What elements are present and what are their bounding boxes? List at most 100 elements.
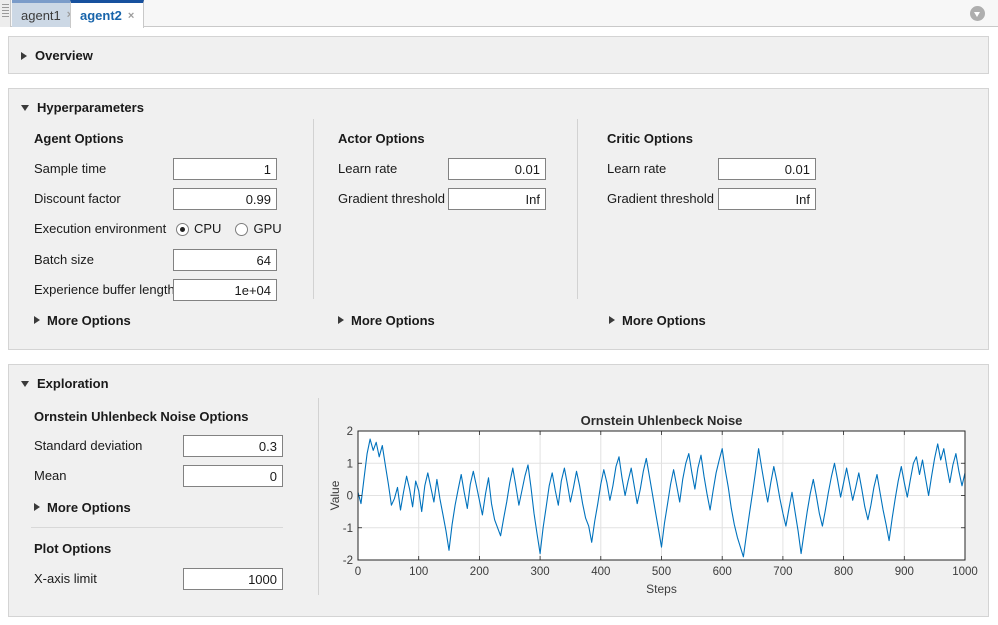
chevron-down-icon	[21, 380, 29, 387]
critic-options-heading: Critic Options	[607, 131, 693, 146]
execution-environment-radio-group: CPU GPU	[176, 218, 282, 240]
hyperparameters-title: Hyperparameters	[37, 100, 144, 115]
actor-options-heading: Actor Options	[338, 131, 425, 146]
column-divider	[313, 119, 314, 299]
critic-more-options-label: More Options	[622, 312, 706, 328]
batch-size-row: Batch size	[34, 249, 309, 271]
noise-more-options-toggle[interactable]: More Options	[34, 498, 131, 516]
radio-option-gpu[interactable]: GPU	[235, 218, 282, 240]
chevron-right-icon	[34, 316, 40, 324]
noise-options-heading: Ornstein Uhlenbeck Noise Options	[34, 409, 249, 424]
grip-icon	[2, 4, 9, 19]
x-axis-limit-label: X-axis limit	[34, 571, 97, 586]
svg-text:0: 0	[347, 491, 353, 503]
svg-text:300: 300	[531, 566, 550, 578]
discount-factor-label: Discount factor	[34, 191, 121, 206]
svg-text:Value: Value	[330, 480, 342, 510]
sample-time-input[interactable]	[173, 158, 277, 180]
mean-row: Mean	[34, 465, 294, 487]
close-icon[interactable]: ×	[127, 9, 135, 22]
svg-text:200: 200	[470, 566, 489, 578]
document-tab-bar: agent1 × agent2 ×	[0, 0, 998, 28]
actor-gradient-threshold-label: Gradient threshold	[338, 191, 445, 206]
svg-text:Ornstein Uhlenbeck Noise: Ornstein Uhlenbeck Noise	[581, 413, 743, 428]
critic-gradient-threshold-label: Gradient threshold	[607, 191, 714, 206]
batch-size-input[interactable]	[173, 249, 277, 271]
exploration-title: Exploration	[37, 376, 109, 391]
column-divider	[318, 398, 319, 595]
actor-gradient-threshold-input[interactable]	[448, 188, 546, 210]
svg-text:0: 0	[355, 566, 361, 578]
critic-learn-rate-input[interactable]	[718, 158, 816, 180]
agent-more-options-label: More Options	[47, 312, 131, 328]
tab-agent1-label: agent1	[21, 7, 61, 23]
chevron-right-icon	[34, 503, 40, 511]
svg-text:500: 500	[652, 566, 671, 578]
discount-factor-input[interactable]	[173, 188, 277, 210]
execution-environment-row: Execution environment CPU GPU	[34, 218, 324, 240]
svg-text:900: 900	[895, 566, 914, 578]
experience-buffer-length-input[interactable]	[173, 279, 277, 301]
mean-label: Mean	[34, 468, 67, 483]
tab-agent2-label: agent2	[80, 8, 122, 23]
noise-chart-container: 0 100 200 300 400 500 600 700 800 900 1000 -2 -1 0 1 2 O…	[328, 408, 985, 603]
noise-chart: 0 100 200 300 400 500 600 700 800 900 1000 -2 -1 0 1 2 O…	[328, 413, 978, 596]
exploration-section: Exploration Ornstein Uhlenbeck Noise Opt…	[8, 364, 989, 617]
svg-text:Steps: Steps	[646, 582, 677, 596]
standard-deviation-label: Standard deviation	[34, 438, 143, 453]
drag-grip-handle[interactable]	[0, 0, 11, 27]
noise-more-options-label: More Options	[47, 499, 131, 515]
agent-more-options-toggle[interactable]: More Options	[34, 311, 131, 329]
plot-options-divider	[31, 527, 283, 528]
radio-option-cpu[interactable]: CPU	[176, 218, 221, 240]
actor-more-options-toggle[interactable]: More Options	[338, 311, 435, 329]
svg-text:100: 100	[409, 566, 428, 578]
hyperparameters-section-header[interactable]: Hyperparameters	[21, 100, 144, 115]
cpu-radio-label: CPU	[194, 221, 222, 236]
chevron-right-icon	[338, 316, 344, 324]
actor-learn-rate-input[interactable]	[448, 158, 546, 180]
close-icon[interactable]: ×	[67, 9, 73, 21]
overview-section: Overview	[8, 36, 989, 74]
svg-text:2: 2	[347, 426, 353, 438]
svg-text:600: 600	[713, 566, 732, 578]
svg-text:700: 700	[773, 566, 792, 578]
experience-buffer-length-row: Experience buffer length	[34, 279, 309, 301]
exploration-section-header[interactable]: Exploration	[21, 376, 109, 391]
actor-learn-rate-label: Learn rate	[338, 161, 398, 176]
plot-options-heading: Plot Options	[34, 541, 112, 556]
agent-options-heading: Agent Options	[34, 131, 124, 146]
overview-title: Overview	[35, 48, 93, 63]
discount-factor-row: Discount factor	[34, 188, 309, 210]
svg-text:-1: -1	[343, 523, 353, 535]
radio-unselected-icon	[235, 222, 249, 236]
overview-section-header[interactable]: Overview	[21, 48, 93, 63]
sample-time-label: Sample time	[34, 161, 107, 176]
critic-learn-rate-label: Learn rate	[607, 161, 667, 176]
svg-text:1: 1	[347, 458, 353, 470]
tab-agent2[interactable]: agent2 ×	[70, 0, 145, 28]
sample-time-row: Sample time	[34, 158, 309, 180]
standard-deviation-input[interactable]	[183, 435, 283, 457]
chevron-down-icon	[21, 104, 29, 111]
actor-learn-rate-row: Learn rate	[338, 158, 548, 180]
x-axis-limit-row: X-axis limit	[34, 568, 294, 590]
radio-selected-icon	[176, 222, 189, 236]
critic-more-options-toggle[interactable]: More Options	[609, 311, 706, 329]
hyperparameters-section: Hyperparameters Agent Options Sample tim…	[8, 88, 989, 350]
execution-environment-label: Execution environment	[34, 221, 167, 236]
critic-gradient-threshold-row: Gradient threshold	[607, 188, 827, 210]
x-axis-limit-input[interactable]	[183, 568, 283, 590]
experience-buffer-length-label: Experience buffer length	[34, 282, 175, 297]
collapse-panel-button[interactable]	[970, 6, 985, 21]
svg-text:1000: 1000	[952, 566, 978, 578]
actor-more-options-label: More Options	[351, 312, 435, 328]
critic-learn-rate-row: Learn rate	[607, 158, 827, 180]
standard-deviation-row: Standard deviation	[34, 435, 294, 457]
mean-input[interactable]	[183, 465, 283, 487]
critic-gradient-threshold-input[interactable]	[718, 188, 816, 210]
chevron-right-icon	[21, 51, 27, 60]
actor-gradient-threshold-row: Gradient threshold	[338, 188, 548, 210]
svg-text:400: 400	[591, 566, 610, 578]
svg-text:-2: -2	[343, 555, 353, 567]
